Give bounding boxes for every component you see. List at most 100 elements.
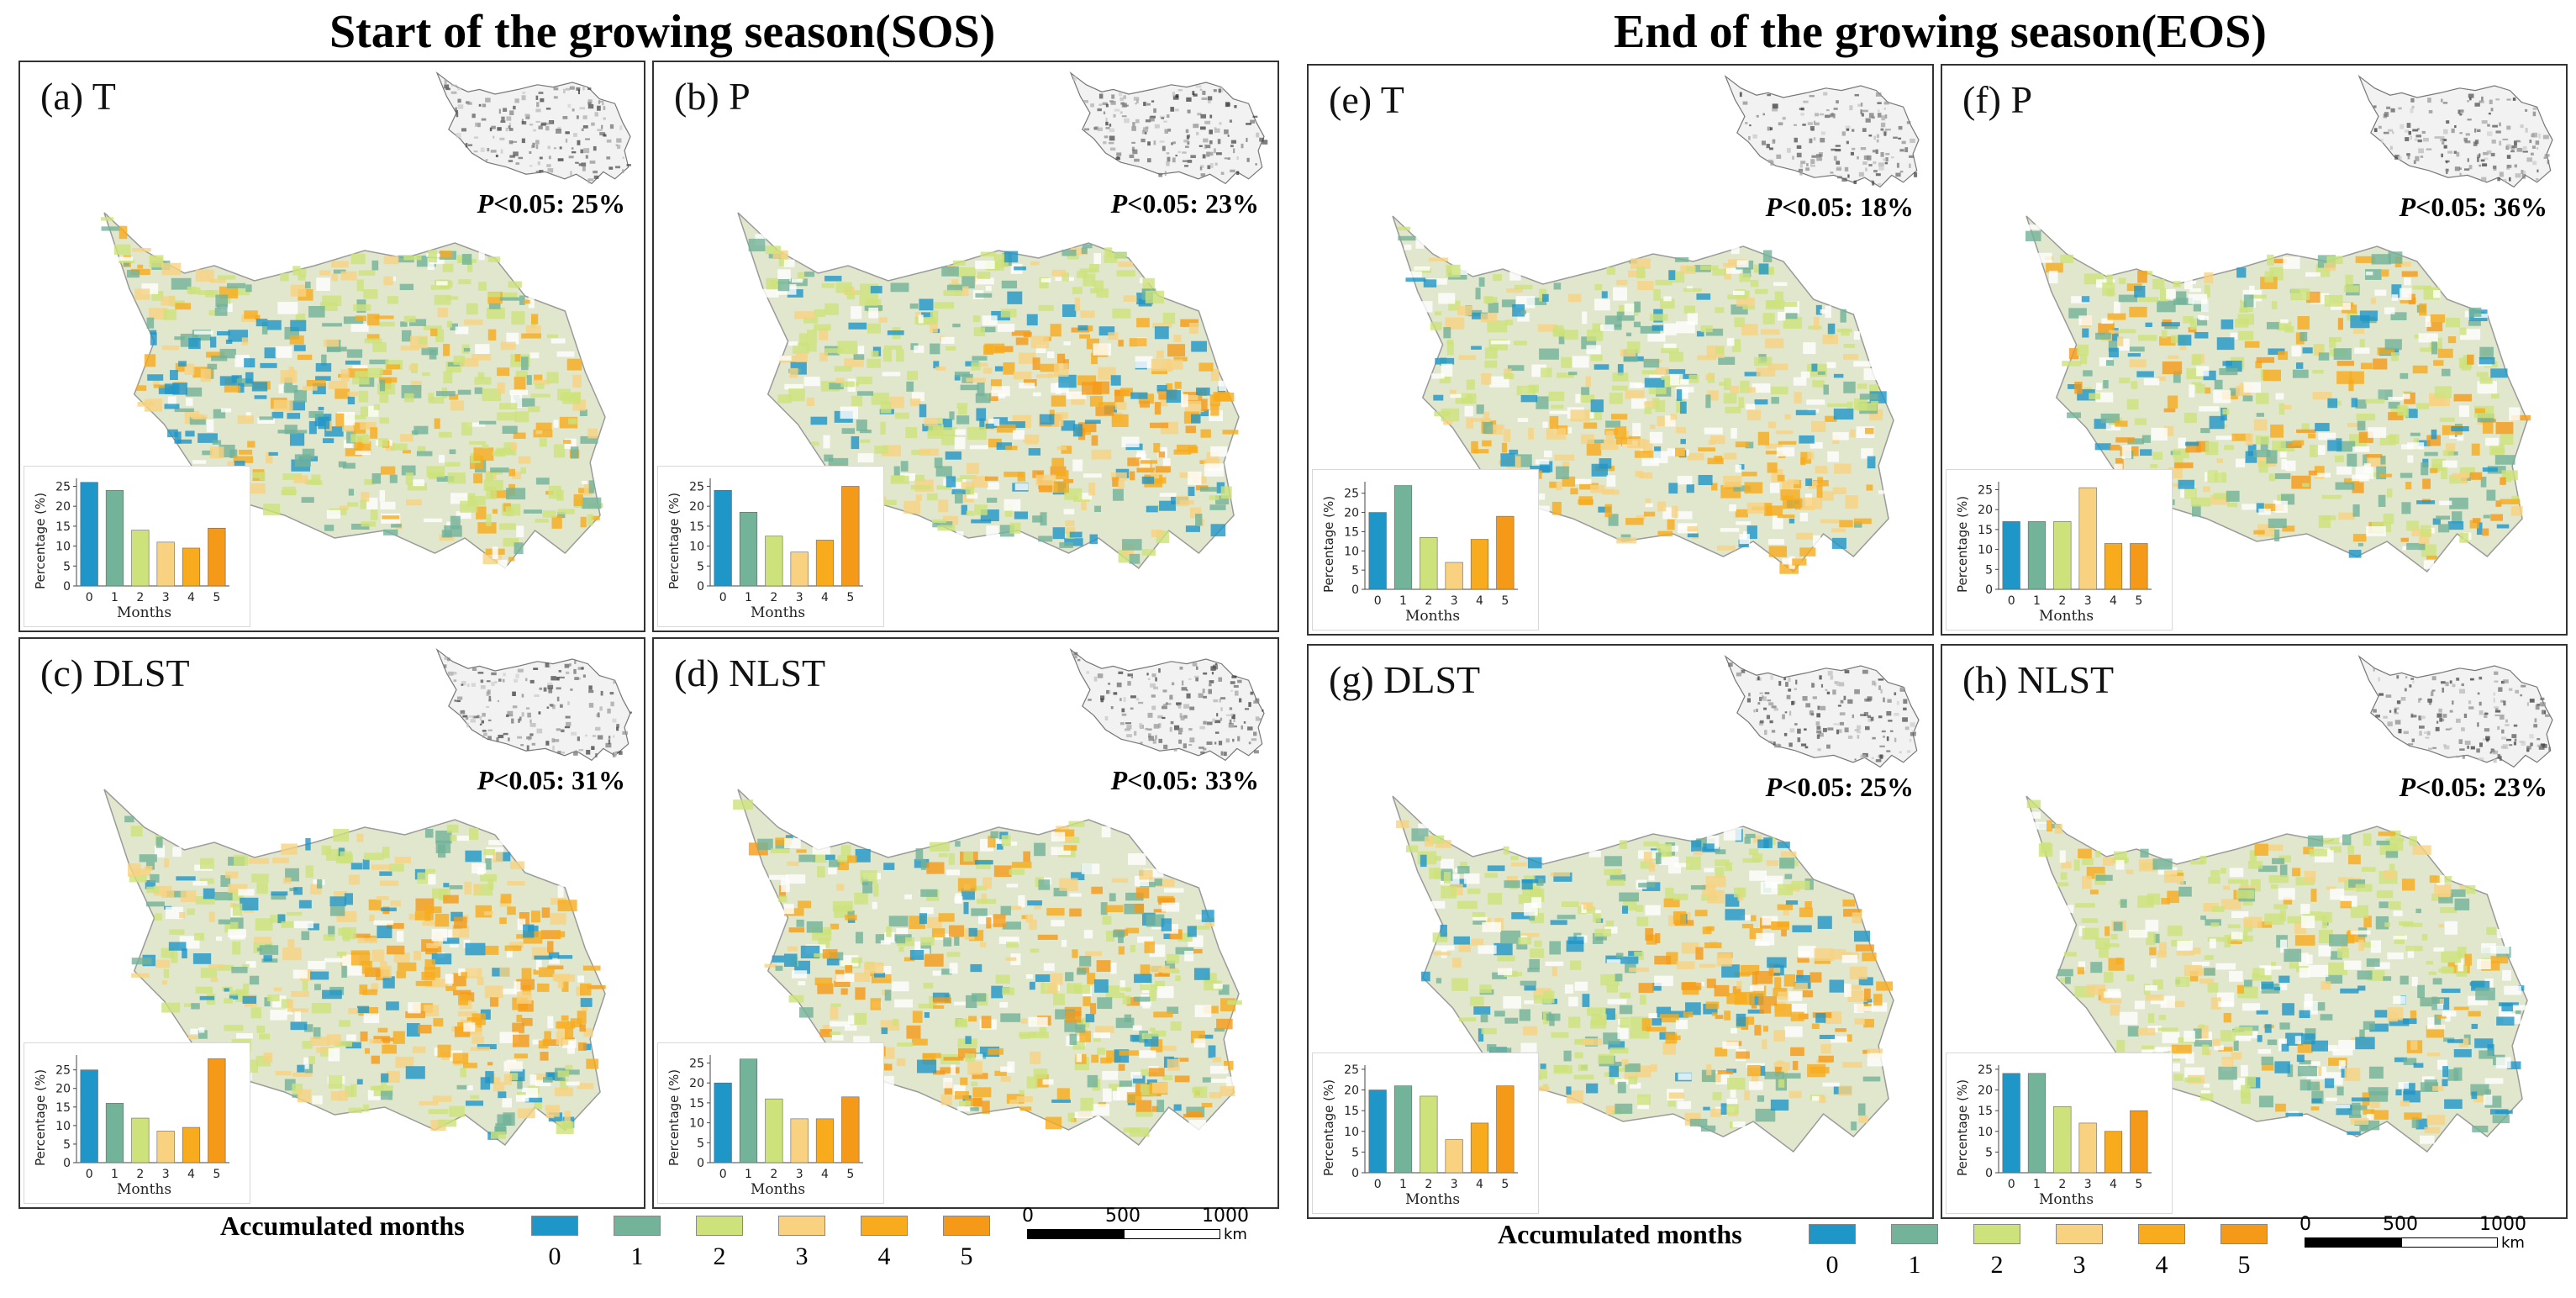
bar-chart-svg: 0 5 10 15 20 25 0 1 2 3 4 5	[1978, 482, 2152, 608]
y-axis-label: Percentage (%)	[1321, 495, 1336, 593]
x-tick-label: 1	[2033, 594, 2041, 608]
legend-swatch-1	[1891, 1224, 1938, 1244]
y-tick-label: 5	[1985, 563, 1993, 577]
significance-value: <0.05: 23%	[1127, 188, 1259, 219]
bar-month-2	[2053, 521, 2072, 590]
legend-label: 0	[1825, 1251, 1839, 1279]
y-tick-label: 25	[55, 480, 71, 493]
significance-value: <0.05: 18%	[1782, 192, 1914, 222]
bar-chart-svg: 0 5 10 15 20 25 0 1 2 3 4 5	[1978, 1063, 2152, 1191]
x-tick-label: 5	[846, 1168, 854, 1181]
p-symbol: P	[477, 765, 494, 795]
map-panel: (b) P P<0.05: 23% 0 5 10 15 20 25 0 1 2 3 4 5 Percenta…	[652, 61, 1279, 632]
legend-swatch-5	[943, 1216, 990, 1236]
bar-month-5	[1496, 515, 1515, 590]
bar-month-5	[208, 1058, 226, 1163]
x-tick-label: 5	[2135, 594, 2142, 608]
p-symbol: P	[1110, 188, 1128, 219]
significance-mini-map	[1069, 71, 1268, 185]
significance-label: P<0.05: 18%	[1766, 192, 1914, 223]
legend-swatch-3	[2056, 1224, 2103, 1244]
x-tick-label: 3	[1451, 1178, 1458, 1191]
bar-month-4	[2104, 1131, 2123, 1174]
inset-bar-chart: 0 5 10 15 20 25 0 1 2 3 4 5 Percentage (%) Months	[1312, 1053, 1539, 1214]
map-svg	[2026, 654, 2553, 1153]
y-tick-label: 25	[1978, 483, 1993, 497]
bar-month-1	[105, 1103, 124, 1163]
x-tick-label: 0	[86, 1168, 93, 1181]
x-tick-label: 4	[2110, 1178, 2117, 1191]
x-tick-label: 3	[2084, 1178, 2092, 1191]
inset-bar-chart: 0 5 10 15 20 25 0 1 2 3 4 5 Percentage (%) Months	[1946, 1053, 2173, 1214]
map-panel: (f) P P<0.05: 36% 0 5 10 15 20 25 0 1 2 3 4 5 Percenta…	[1941, 64, 2568, 636]
significance-value: <0.05: 25%	[1782, 772, 1914, 802]
p-symbol: P	[1110, 765, 1128, 795]
inset-bar-chart: 0 5 10 15 20 25 0 1 2 3 4 5 Percentage (%) Months	[24, 466, 250, 627]
bar-month-3	[2078, 487, 2097, 590]
legend-label: 1	[630, 1243, 644, 1270]
inset-bar-chart: 0 5 10 15 20 25 0 1 2 3 4 5 Percentage (%) Months	[1946, 469, 2173, 631]
bar-month-4	[1470, 539, 1489, 590]
x-tick-label: 0	[86, 591, 93, 604]
p-symbol: P	[1765, 192, 1783, 222]
panel-label: (a) T	[40, 75, 116, 118]
bar-month-5	[1496, 1085, 1515, 1174]
legend-swatch-0	[1809, 1224, 1856, 1244]
y-axis-label: Percentage (%)	[33, 1068, 48, 1166]
bar-month-3	[156, 1131, 175, 1163]
x-tick-label: 5	[1501, 594, 1509, 608]
y-tick-label: 10	[689, 541, 704, 554]
x-tick-label: 1	[111, 591, 119, 604]
y-axis-label: Percentage (%)	[1955, 495, 1970, 593]
bar-month-4	[182, 547, 201, 587]
map-panel: (d) NLST P<0.05: 33% 0 5 10 15 20 25 0 1 2 3 4 5 Perce…	[652, 637, 1279, 1209]
scale-bar-white	[2401, 1237, 2498, 1248]
y-tick-label: 15	[1978, 1105, 1993, 1118]
x-axis-label: Months	[117, 604, 172, 621]
y-tick-label: 15	[1344, 1105, 1359, 1118]
y-axis-label: Percentage (%)	[666, 1068, 682, 1166]
bar-month-4	[182, 1127, 201, 1163]
x-tick-label: 1	[745, 591, 752, 604]
legend-swatch-5	[2220, 1224, 2268, 1244]
y-tick-label: 5	[63, 1138, 71, 1152]
x-tick-label: 1	[745, 1168, 752, 1181]
y-tick-label: 5	[697, 560, 704, 573]
bar-month-2	[1420, 536, 1438, 590]
y-tick-label: 25	[55, 1064, 71, 1078]
y-tick-label: 20	[1978, 504, 1993, 517]
y-tick-label: 15	[1344, 525, 1359, 539]
x-tick-label: 2	[770, 591, 777, 604]
scale-tick-label: 0	[1022, 1206, 1034, 1227]
legend-label: 2	[1990, 1251, 2004, 1279]
bar-month-3	[790, 551, 809, 587]
y-tick-label: 0	[1985, 583, 1993, 597]
x-tick-label: 5	[213, 1168, 220, 1181]
scale-bar-black	[2305, 1237, 2401, 1248]
x-tick-label: 4	[1476, 1178, 1483, 1191]
y-tick-label: 0	[63, 580, 71, 594]
x-tick-label: 0	[719, 1168, 727, 1181]
legend-swatch-1	[614, 1216, 661, 1236]
bar-month-0	[2002, 521, 2020, 590]
y-tick-label: 10	[1978, 1126, 1993, 1139]
bar-month-3	[790, 1118, 809, 1163]
y-tick-label: 25	[689, 1057, 704, 1070]
scale-unit: km	[2501, 1234, 2525, 1252]
x-tick-label: 0	[719, 591, 727, 604]
bar-month-5	[841, 1096, 860, 1163]
y-tick-label: 20	[689, 1077, 704, 1090]
significance-value: <0.05: 31%	[493, 765, 625, 795]
y-tick-label: 15	[689, 1097, 704, 1111]
map-panel: (c) DLST P<0.05: 31% 0 5 10 15 20 25 0 1 2 3 4 5 Perce…	[18, 637, 645, 1209]
x-axis-label: Months	[1405, 608, 1461, 625]
x-tick-label: 3	[162, 591, 170, 604]
legend-title: Accumulated months	[220, 1211, 465, 1241]
p-symbol: P	[2399, 772, 2416, 802]
y-axis-label: Percentage (%)	[1321, 1079, 1336, 1176]
x-tick-label: 2	[136, 1168, 144, 1181]
legend-swatch-2	[1973, 1224, 2020, 1244]
significance-label: P<0.05: 31%	[477, 765, 625, 796]
significance-mini-map	[1069, 647, 1265, 762]
y-tick-label: 10	[55, 1120, 71, 1133]
